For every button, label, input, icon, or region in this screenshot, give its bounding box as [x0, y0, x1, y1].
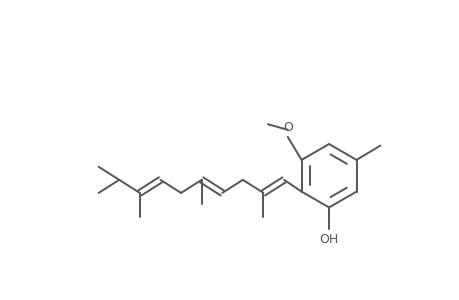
Text: O: O	[283, 121, 293, 134]
Text: OH: OH	[319, 233, 338, 246]
